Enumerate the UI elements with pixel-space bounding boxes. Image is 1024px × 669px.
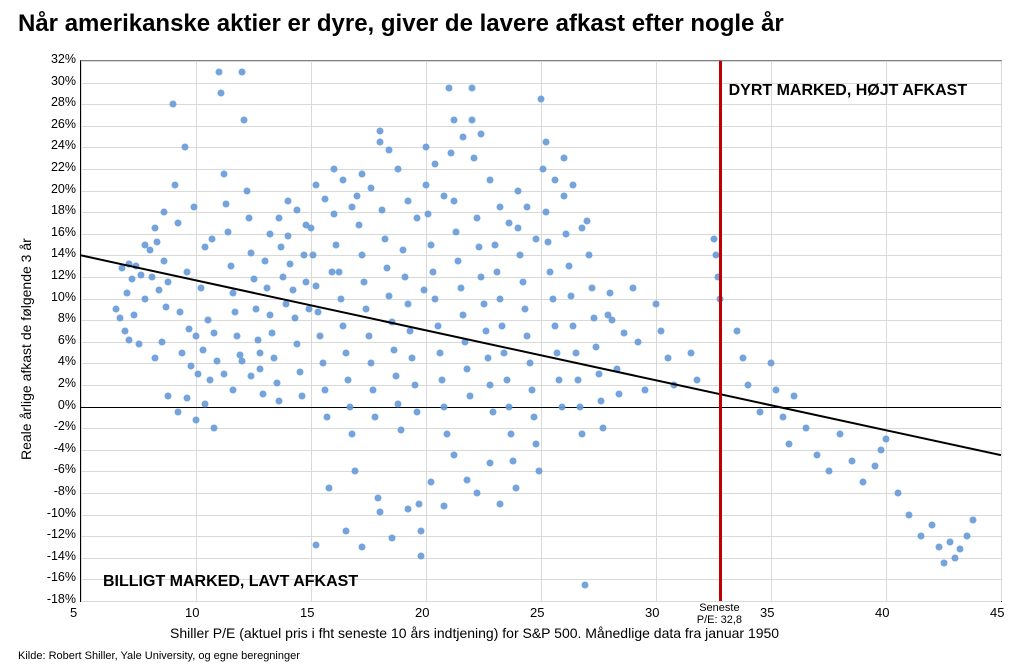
trend-line	[81, 61, 1001, 601]
x-tick-label: 30	[645, 605, 659, 620]
y-tick-label: -2%	[54, 419, 76, 433]
chart-container: { "title": "Når amerikanske aktier er dy…	[0, 0, 1024, 669]
gridline-h	[81, 601, 1001, 602]
x-tick-label: 5	[70, 605, 77, 620]
y-tick-label: 8%	[58, 311, 76, 325]
x-tick-label: 40	[875, 605, 889, 620]
x-tick-label: 35	[760, 605, 774, 620]
y-tick-label: -14%	[47, 549, 76, 563]
y-tick-label: 0%	[58, 398, 76, 412]
y-tick-label: 16%	[51, 225, 76, 239]
x-tick-label: 25	[530, 605, 544, 620]
y-tick-label: 2%	[58, 376, 76, 390]
y-tick-label: 4%	[58, 354, 76, 368]
quadrant-label-top-right: DYRT MARKED, HØJT AFKAST	[729, 82, 968, 100]
source-note: Kilde: Robert Shiller, Yale University, …	[18, 650, 300, 662]
y-tick-label: 24%	[51, 138, 76, 152]
y-axis-title: Reale årlige afkast de følgende 3 år	[18, 238, 34, 460]
y-tick-label: -18%	[47, 592, 76, 606]
y-tick-label: 26%	[51, 117, 76, 131]
reference-line	[719, 61, 722, 601]
y-tick-label: -12%	[47, 527, 76, 541]
x-tick-label: 20	[415, 605, 429, 620]
y-tick-label: 30%	[51, 74, 76, 88]
reference-line-label: SenesteP/E: 32,8	[689, 602, 749, 626]
y-tick-label: -4%	[54, 441, 76, 455]
y-tick-label: 20%	[51, 182, 76, 196]
y-tick-label: 14%	[51, 246, 76, 260]
y-tick-label: -6%	[54, 462, 76, 476]
gridline-v	[1001, 61, 1002, 601]
y-tick-label: 32%	[51, 52, 76, 66]
y-tick-label: 18%	[51, 203, 76, 217]
y-tick-label: -8%	[54, 484, 76, 498]
y-tick-label: 22%	[51, 160, 76, 174]
y-tick-label: -10%	[47, 506, 76, 520]
y-tick-label: 6%	[58, 333, 76, 347]
y-tick-label: -16%	[47, 570, 76, 584]
x-tick-label: 15	[300, 605, 314, 620]
y-tick-label: 10%	[51, 290, 76, 304]
x-axis-title: Shiller P/E (aktuel pris i fht seneste 1…	[170, 625, 779, 641]
y-tick-label: 28%	[51, 95, 76, 109]
quadrant-label-bottom-left: BILLIGT MARKED, LAVT AFKAST	[103, 573, 358, 591]
chart-title: Når amerikanske aktier er dyre, giver de…	[18, 10, 784, 38]
x-tick-label: 45	[990, 605, 1004, 620]
y-tick-label: 12%	[51, 268, 76, 282]
plot-area	[80, 60, 1002, 602]
x-tick-label: 10	[185, 605, 199, 620]
